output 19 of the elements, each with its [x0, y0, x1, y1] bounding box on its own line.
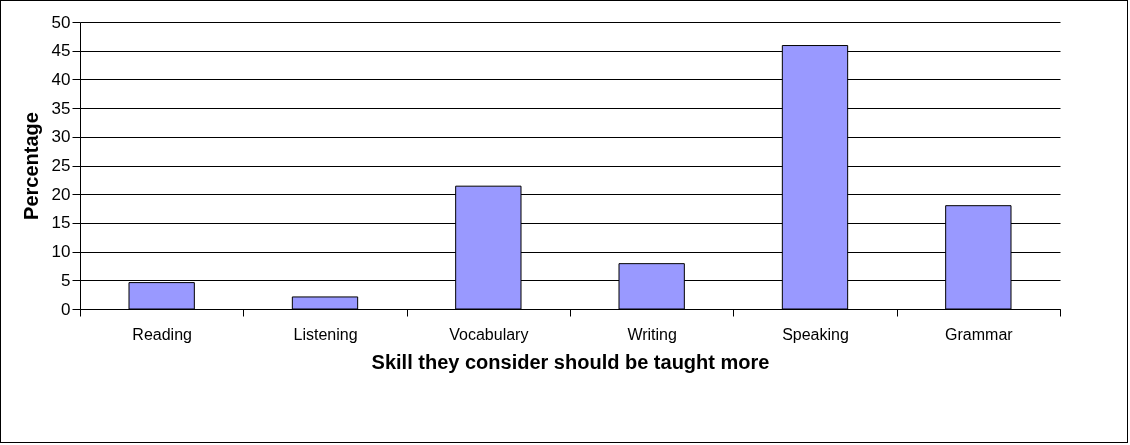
- y-tick-label: 45: [51, 41, 71, 61]
- x-tick-label: Writing: [627, 325, 677, 343]
- y-tick-label: 35: [51, 98, 71, 118]
- x-tick-label: Speaking: [782, 325, 849, 343]
- y-tick-label: 25: [51, 156, 71, 175]
- y-tick-label: 0: [61, 299, 71, 319]
- x-tick-label: Grammar: [945, 325, 1014, 343]
- y-axis-title: Percentage: [19, 112, 42, 220]
- y-tick-label: 15: [51, 213, 71, 233]
- y-tick-label: 5: [61, 270, 71, 290]
- x-tick-label: Reading: [132, 325, 192, 343]
- y-tick-label: 50: [51, 12, 71, 32]
- x-axis-title: Skill they consider should be taught more: [371, 350, 770, 373]
- y-tick-label: 10: [51, 242, 71, 262]
- x-tick-label: Listening: [293, 325, 358, 343]
- x-tick-label: Vocabulary: [449, 325, 529, 343]
- y-tick-label: 30: [51, 127, 71, 147]
- y-tick-label: 40: [51, 69, 71, 89]
- y-tick-label: 20: [51, 184, 71, 204]
